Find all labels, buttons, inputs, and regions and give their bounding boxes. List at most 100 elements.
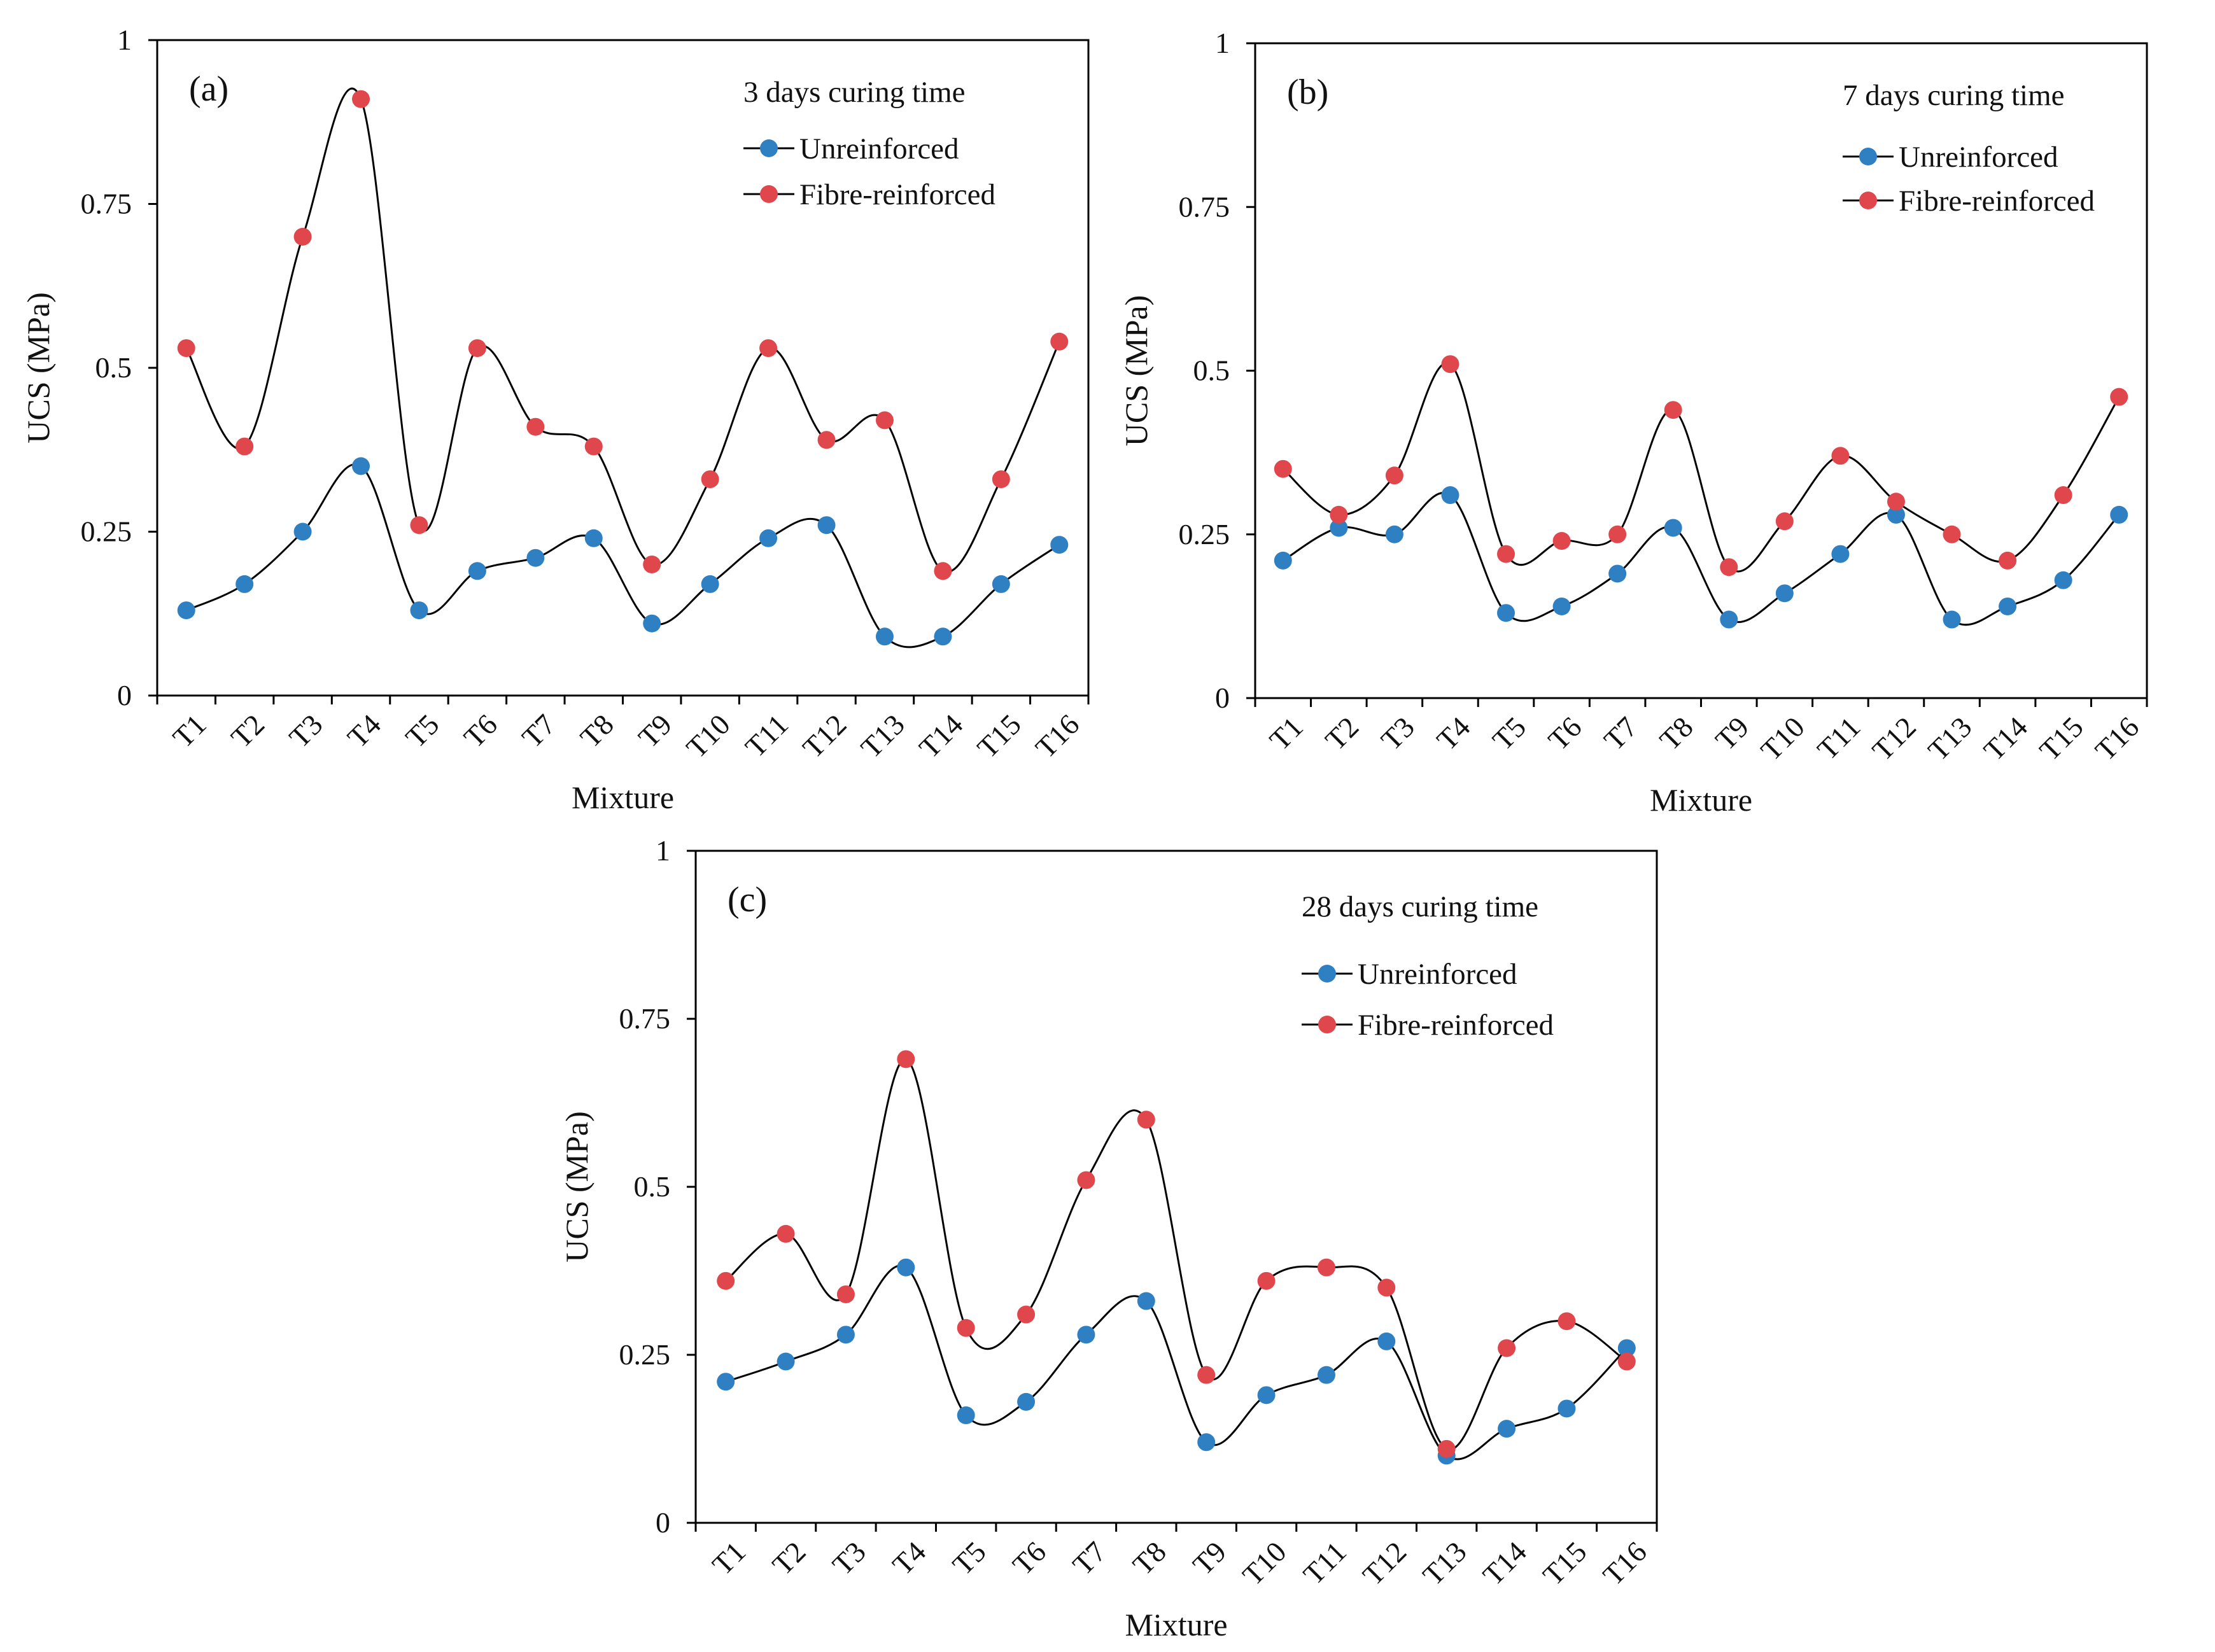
panel-label: (c): [728, 880, 767, 920]
data-point: [1385, 525, 1403, 543]
data-point: [1330, 505, 1348, 524]
x-tick-label: T16: [1596, 1535, 1652, 1591]
data-point: [957, 1319, 975, 1337]
y-tick-label: 1: [117, 24, 132, 56]
data-point: [934, 627, 952, 646]
legend: 28 days curing time Unreinforced Fibre-rei…: [1302, 890, 1554, 1042]
x-tick-label: T14: [1978, 710, 2034, 766]
data-point: [1608, 564, 1627, 583]
x-tick-label: T5: [399, 708, 445, 753]
data-point: [410, 601, 428, 620]
data-point: [1377, 1332, 1396, 1350]
x-tick-label: T6: [1542, 710, 1587, 756]
series-line-1: [186, 463, 1060, 648]
data-point: [293, 522, 312, 541]
y-tick-label: 0.5: [634, 1170, 671, 1203]
y-tick-label: 0: [1215, 682, 1230, 714]
x-tick-label: T14: [913, 708, 969, 764]
legend-title: 7 days curing time: [1843, 79, 2065, 112]
data-point: [1017, 1392, 1036, 1411]
data-point: [1257, 1386, 1276, 1404]
x-axis-title: Mixture: [1125, 1607, 1227, 1642]
data-point: [1617, 1339, 1636, 1357]
data-point: [992, 575, 1010, 593]
data-point: [1497, 604, 1515, 622]
legend-marker: [1859, 192, 1877, 209]
x-tick-label: T4: [1430, 710, 1476, 756]
data-point: [1077, 1326, 1095, 1344]
data-point: [717, 1373, 735, 1391]
x-tick-label: T16: [1029, 708, 1085, 764]
data-point: [1664, 519, 1682, 537]
data-point: [352, 457, 370, 475]
x-tick-label: T1: [1263, 710, 1309, 756]
y-tick-label: 0.5: [1193, 354, 1230, 387]
panel-label: (b): [1287, 73, 1328, 112]
y-tick-label: 1: [1215, 27, 1230, 59]
legend-title: 3 days curing time: [743, 76, 966, 109]
x-tick-label: T11: [1297, 1535, 1353, 1590]
data-point: [1050, 536, 1069, 554]
data-point: [1330, 519, 1348, 537]
legend-label: Fibre-reinforced: [799, 178, 995, 211]
data-point: [957, 1406, 975, 1425]
data-point: [1943, 525, 1961, 543]
data-point: [1999, 597, 2017, 615]
x-tick-label: T11: [739, 708, 794, 763]
data-point: [1831, 447, 1850, 465]
data-point: [1137, 1110, 1155, 1129]
data-point: [1720, 610, 1738, 629]
data-point: [1887, 505, 1905, 524]
data-point: [759, 529, 778, 547]
series-line-1: [1283, 492, 2120, 626]
x-tick-label: T2: [1319, 710, 1365, 756]
data-point: [1274, 551, 1292, 570]
data-point: [2054, 486, 2072, 505]
data-point: [643, 556, 661, 573]
data-point: [1831, 545, 1850, 563]
data-point: [1437, 1439, 1456, 1458]
data-point: [1887, 493, 1905, 511]
data-point: [1377, 1278, 1396, 1297]
data-point: [1775, 584, 1794, 603]
data-point: [1441, 355, 1459, 374]
data-point: [875, 411, 894, 430]
data-point: [836, 1285, 855, 1303]
legend-label: Fibre-reinforced: [1899, 185, 2095, 218]
x-tick-label: T15: [2033, 710, 2089, 766]
x-tick-label: T11: [1811, 710, 1866, 766]
y-tick-label: 1: [656, 834, 670, 867]
data-point: [1257, 1271, 1276, 1290]
x-tick-label: T7: [1598, 710, 1643, 756]
data-point: [817, 516, 836, 535]
x-tick-label: T7: [1066, 1535, 1112, 1581]
x-tick-label: T9: [1709, 710, 1755, 756]
series-line-2: [1282, 361, 2120, 573]
legend-label: Unreinforced: [1358, 958, 1517, 991]
legend: 3 days curing time Unreinforced Fibre-rein…: [743, 76, 995, 211]
legend: 7 days curing time Unreinforced Fibre-rein…: [1843, 79, 2095, 218]
x-tick-label: T12: [1356, 1535, 1412, 1591]
data-point: [1552, 597, 1571, 615]
x-tick-label: T3: [283, 708, 328, 753]
data-point: [701, 470, 719, 489]
y-axis-title: UCS (MPa): [1118, 295, 1154, 447]
chart-panel-2: 0 0.25 0.5 0.75 1 T1 T2 T3 T4 T5 T6 T7 T8 T9 T10 T11 T12…: [1118, 27, 2148, 818]
data-point: [1497, 545, 1515, 563]
x-tick-label: T8: [574, 708, 620, 753]
y-tick-label: 0.75: [619, 1002, 671, 1035]
data-point: [468, 562, 486, 580]
x-axis-title: Mixture: [1650, 782, 1752, 818]
x-tick-label: T10: [1754, 710, 1810, 766]
plot-frame: [694, 850, 1658, 1524]
legend-label: Unreinforced: [1899, 141, 2058, 174]
data-point: [584, 529, 603, 547]
data-point: [526, 549, 545, 567]
x-tick-label: T8: [1127, 1535, 1172, 1581]
data-point: [1608, 525, 1627, 543]
data-point: [777, 1352, 795, 1371]
y-tick-label: 0.75: [1179, 190, 1230, 223]
data-point: [701, 575, 719, 593]
data-point: [1558, 1312, 1576, 1331]
